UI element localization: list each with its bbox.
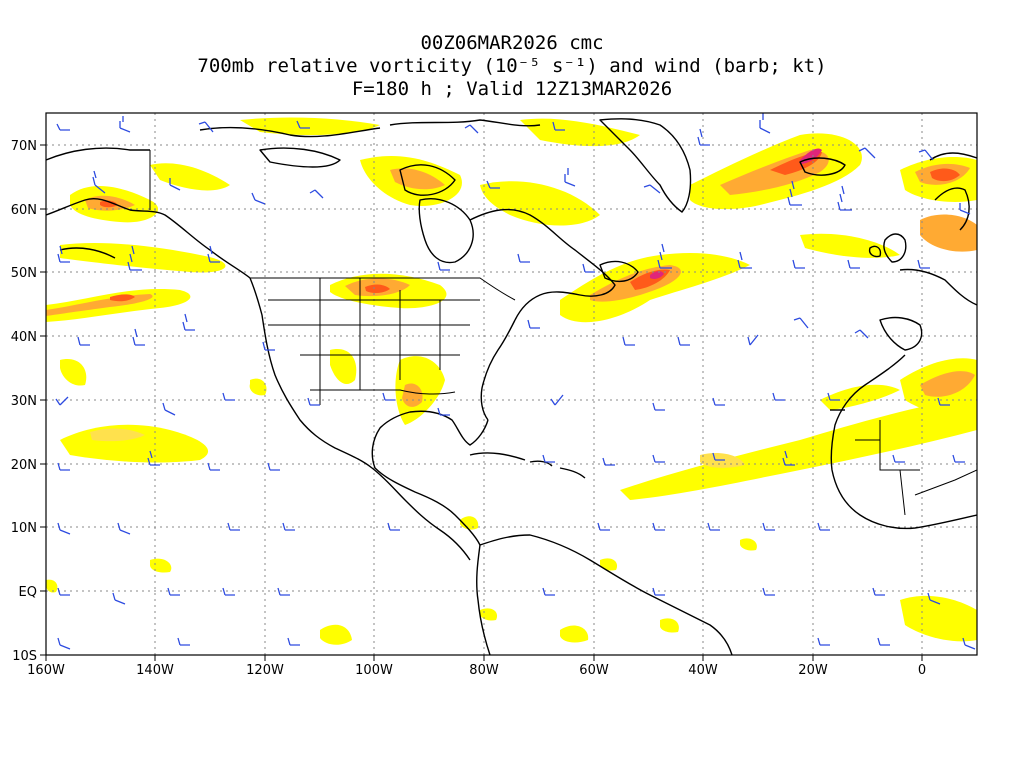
coast-iceland: [799, 157, 846, 176]
graticule: [46, 113, 977, 655]
lat-label: 10S: [12, 649, 37, 664]
coast-hudson-bay: [418, 198, 474, 264]
coast-africa: [830, 354, 977, 530]
lat-label: 10N: [11, 521, 37, 536]
lon-label: 120W: [246, 663, 284, 678]
coast-greenland: [599, 118, 692, 213]
title-line-field: 700mb relative vorticity (10⁻⁵ s⁻¹) and …: [197, 55, 827, 77]
lat-label: 60N: [11, 203, 37, 218]
lat-label: 30N: [11, 394, 37, 409]
lon-label: 40W: [688, 663, 718, 678]
plot-title: 00Z06MAR2026 cmc 700mb relative vorticit…: [0, 32, 1024, 101]
coast-gulf-of-mexico: [371, 410, 489, 469]
lon-label: 60W: [579, 663, 609, 678]
lat-label: 20N: [11, 458, 37, 473]
lon-label: 0: [918, 663, 926, 678]
lon-label: 20W: [798, 663, 828, 678]
map-frame: [45, 112, 978, 656]
lon-label: 100W: [355, 663, 393, 678]
lat-label: 50N: [11, 266, 37, 281]
lat-label: 40N: [11, 330, 37, 345]
coast-south-america: [479, 534, 733, 655]
longitude-labels: 160W 140W 120W 100W 80W 60W 40W 20W 0: [27, 663, 926, 678]
lon-label: 160W: [27, 663, 65, 678]
lon-label: 80W: [469, 663, 499, 678]
vorticity-shading: [46, 117, 977, 645]
title-line-valid-time: F=180 h ; Valid 12Z13MAR2026: [351, 78, 673, 100]
axis-ticks: [40, 144, 923, 661]
map-area: [46, 113, 977, 655]
vort-subtropical-band: [620, 395, 977, 500]
coastlines: [46, 118, 977, 655]
title-line-model-run: 00Z06MAR2026 cmc: [420, 32, 604, 54]
borders: [149, 150, 977, 516]
coast-alaska: [46, 198, 471, 561]
coast-british-isles: [883, 233, 907, 263]
lat-label: 70N: [11, 139, 37, 154]
latitude-labels: 70N 60N 50N 40N 30N 20N 10N EQ 10S: [11, 139, 37, 664]
wind-barbs: [55, 113, 976, 650]
lon-label: 140W: [136, 663, 174, 678]
border-canada-us: [250, 277, 516, 301]
lat-label: EQ: [19, 585, 37, 600]
